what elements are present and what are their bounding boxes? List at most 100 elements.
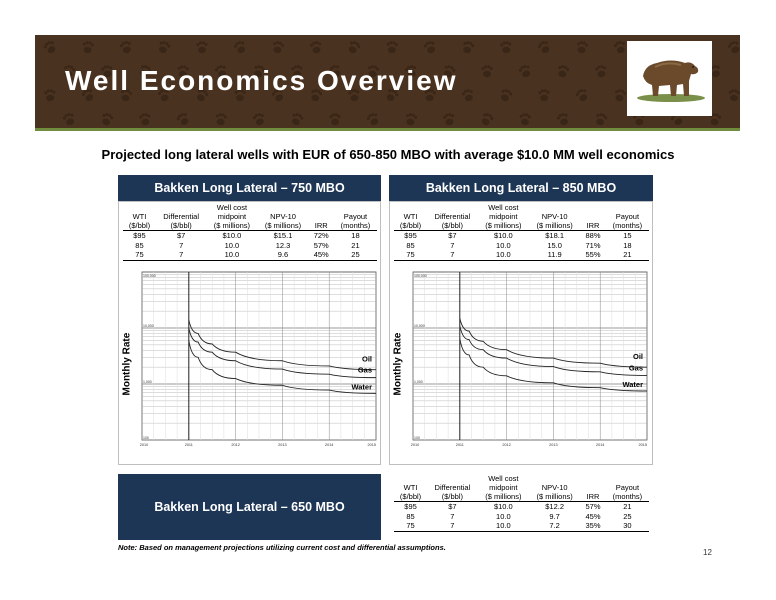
x-tick-label: 2015	[368, 443, 376, 447]
table-cell-cost: 10.0	[224, 240, 240, 250]
table-cell-irr: 57%	[313, 240, 329, 250]
y-tick-label: 10,000	[414, 324, 425, 328]
paw-print-icon	[386, 89, 399, 102]
paw-print-icon	[159, 41, 171, 54]
column-header-line: ($/bbl)	[399, 492, 422, 501]
table-cell-payout: 15	[623, 231, 632, 240]
table-cell-differential: $7	[176, 231, 186, 240]
x-tick-label: 2014	[325, 443, 333, 447]
table-cell-differential: 7	[450, 511, 455, 521]
table-cell-npv: 11.9	[528, 250, 581, 261]
x-tick-label: 2010	[140, 443, 148, 447]
table-cell-irr: 35%	[580, 521, 606, 532]
paw-print-icon	[366, 113, 379, 126]
paw-print-icon	[538, 89, 550, 102]
paw-print-icon	[196, 41, 208, 54]
table-cell-payout: 21	[351, 240, 360, 250]
table-cell-npv: 9.6	[257, 250, 309, 261]
table-cell-cost: $10.0	[222, 231, 242, 240]
paw-print-icon	[273, 41, 285, 54]
table-cell-payout: 21	[605, 250, 649, 261]
table-cell-payout: 21	[623, 502, 632, 511]
column-header-line: IRR	[314, 221, 328, 230]
paw-print-icon	[82, 41, 94, 54]
column-header-line: ($/bbl)	[441, 492, 464, 501]
x-tick-label: 2013	[549, 443, 557, 447]
footnote: Note: Based on management projections ut…	[118, 543, 446, 552]
paw-print-icon	[348, 41, 361, 54]
series-label-water: Water	[622, 380, 643, 389]
table-row: $95 $7 $10.0 $15.1 72% 18	[123, 231, 377, 241]
paw-print-icon	[481, 65, 493, 78]
paw-print-icon	[500, 41, 512, 54]
series-label-gas: Gas	[629, 363, 643, 372]
column-header-line: (months)	[612, 221, 643, 230]
table-cell-wti: 85	[135, 240, 144, 250]
y-tick-label: 100	[143, 436, 149, 440]
series-line-water	[188, 340, 377, 394]
series-line-oil	[459, 318, 648, 368]
column-header-wti: WTI ($/bbl)	[394, 474, 428, 502]
paw-print-icon	[292, 113, 304, 126]
column-header-line: (months)	[612, 492, 643, 501]
paw-print-icon	[519, 113, 531, 126]
column-header-line: Well cost	[488, 203, 519, 212]
paw-print-icon	[252, 113, 264, 126]
paw-print-icon	[728, 89, 740, 102]
table-cell-wti: $95	[133, 231, 146, 240]
column-header-wti: WTI ($/bbl)	[394, 203, 428, 231]
table-cell-irr: 45%	[308, 250, 334, 261]
column-header-line: ($ millions)	[213, 221, 251, 230]
table-cell-npv: 15.0	[547, 240, 562, 250]
paw-print-icon	[348, 89, 360, 102]
column-header-payout: Payout (months)	[333, 203, 377, 231]
table-cell-npv: 9.7	[549, 511, 560, 521]
paw-print-icon	[176, 113, 189, 126]
table-cell-payout: 25	[333, 250, 377, 261]
table-cell-wti: 85	[406, 240, 415, 250]
x-tick-label: 2012	[231, 443, 239, 447]
table-cell-payout: 18	[623, 240, 632, 250]
y-tick-label: 100,000	[414, 274, 427, 278]
column-header-line: ($ millions)	[536, 221, 573, 230]
paw-print-icon	[120, 89, 133, 102]
subtitle: Projected long lateral wells with EUR of…	[101, 147, 675, 162]
column-header-npv: NPV-10 ($ millions)	[528, 474, 581, 502]
paw-print-icon	[271, 89, 284, 102]
econ-table-750: WTI ($/bbl) Differential ($/bbl) Well cost mi…	[123, 203, 377, 261]
table-cell-irr: 71%	[585, 240, 601, 250]
column-header-line: WTI	[403, 212, 418, 221]
table-cell-cost: 10.0	[477, 521, 529, 532]
series-label-oil: Oil	[362, 355, 372, 364]
paw-print-icon	[463, 41, 475, 54]
table-row: 75 7 10.0 9.6 45% 25	[123, 250, 377, 261]
table-cell-differential: 7	[427, 521, 478, 532]
paw-print-icon	[596, 113, 608, 126]
table-cell-irr: 45%	[585, 511, 601, 521]
paw-print-icon	[423, 41, 435, 54]
column-header-line: WTI	[132, 212, 147, 221]
column-header-line: NPV-10	[541, 212, 568, 221]
column-header-line: Payout	[615, 483, 640, 492]
column-header-line: ($ millions)	[264, 221, 302, 230]
column-header-line: midpoint	[489, 212, 518, 221]
paw-print-icon	[119, 41, 131, 54]
table-cell-irr: 55%	[580, 250, 606, 261]
paw-print-icon	[254, 65, 266, 78]
decline-curve-chart-850: 100,000 10,000 1,000 100 2010 2011 2012 2013 201…	[411, 271, 648, 447]
table-row: $95 $7 $10.0 $18.1 88% 15	[394, 231, 649, 241]
paw-print-icon	[443, 113, 455, 126]
table-cell-npv: 12.3	[275, 240, 291, 250]
paw-print-icon	[576, 41, 589, 54]
column-header-line: Well cost	[216, 203, 248, 212]
series-label-gas: Gas	[358, 366, 372, 375]
paw-print-icon	[81, 89, 94, 102]
series-line-oil	[188, 319, 377, 371]
paw-print-icon	[558, 65, 570, 78]
y-tick-label: 100	[414, 436, 420, 440]
column-header-line: ($/bbl)	[170, 221, 192, 230]
column-header-wti: WTI ($/bbl)	[123, 203, 156, 231]
y-tick-label: 1,000	[143, 380, 152, 384]
column-header-npv: NPV-10 ($ millions)	[528, 203, 581, 231]
table-cell-npv: $18.1	[545, 231, 565, 240]
